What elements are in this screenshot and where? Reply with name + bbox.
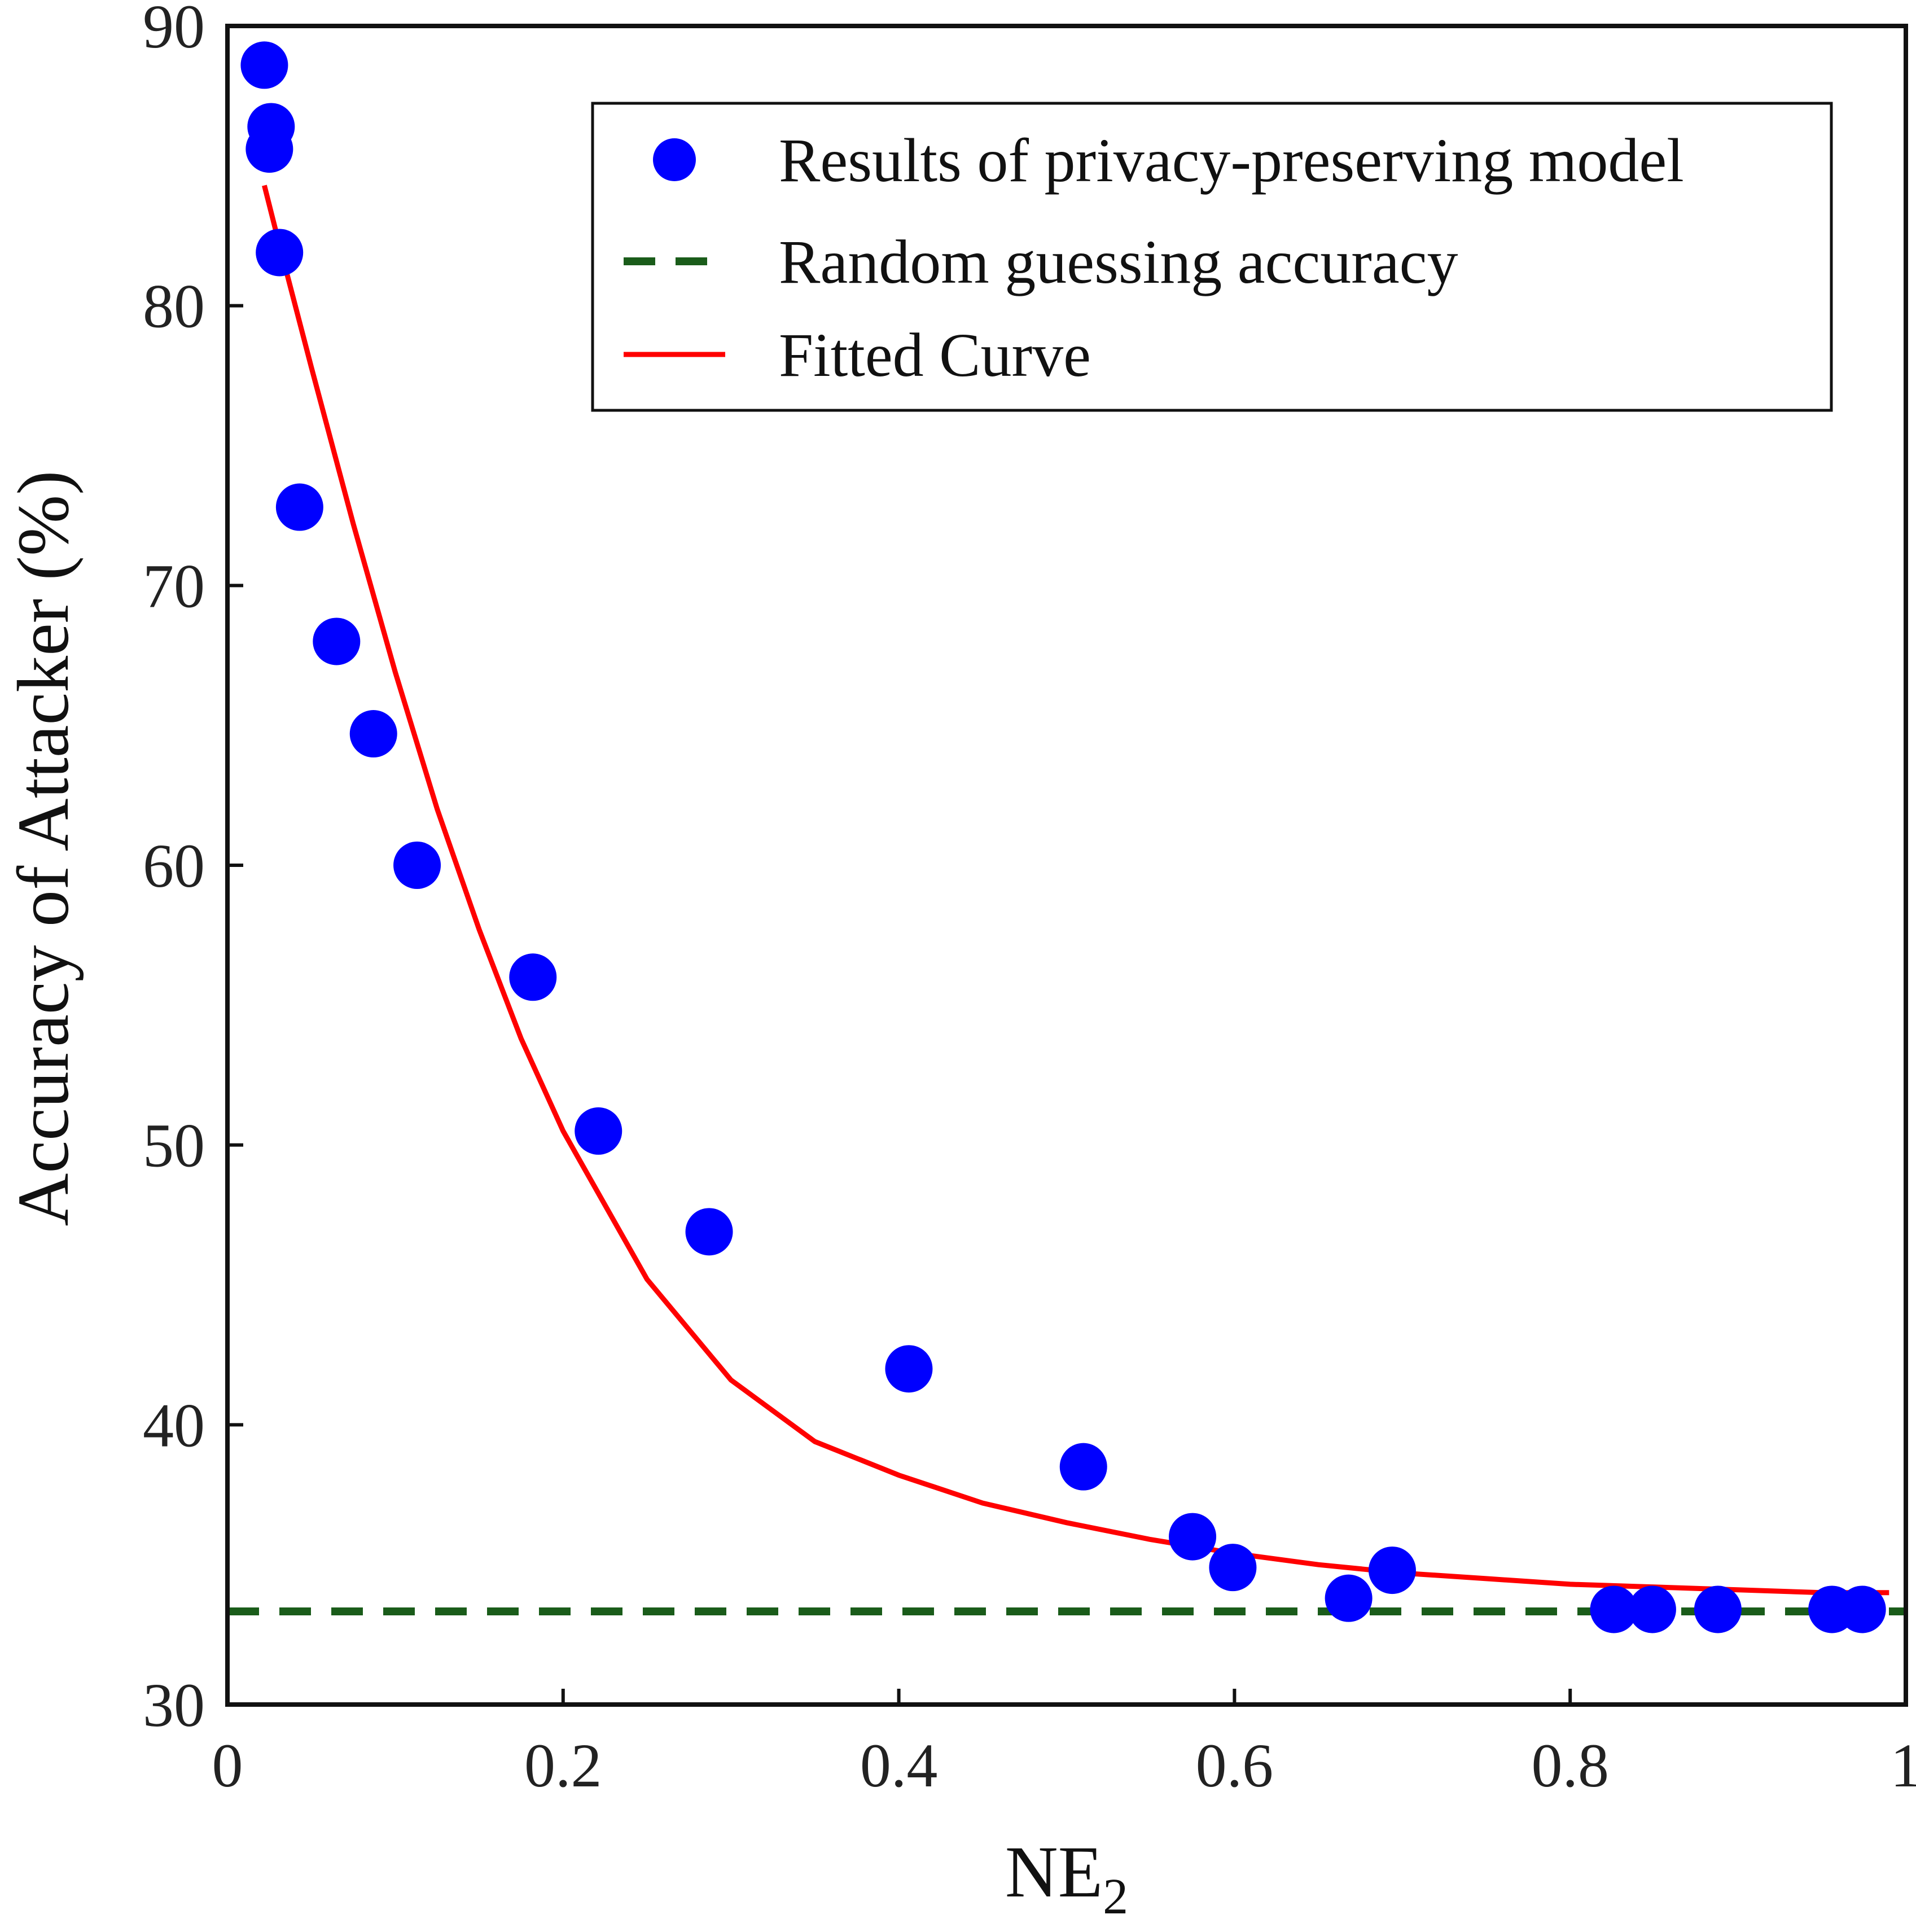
y-tick-label: 40 bbox=[143, 1391, 205, 1460]
x-tick-label: 0 bbox=[212, 1731, 243, 1800]
x-axis-label-subscript: 2 bbox=[1103, 1869, 1128, 1925]
plot-area bbox=[227, 41, 1906, 1633]
x-tick-label: 0.6 bbox=[1196, 1731, 1274, 1800]
scatter-point bbox=[349, 710, 397, 758]
legend-box bbox=[591, 102, 1833, 412]
x-tick-label: 0.2 bbox=[524, 1731, 602, 1800]
scatter-point bbox=[1838, 1585, 1886, 1633]
scatter-point bbox=[1628, 1585, 1676, 1633]
scatter-point bbox=[275, 483, 323, 531]
scatter-point bbox=[1059, 1443, 1107, 1491]
x-tick-label: 0.8 bbox=[1531, 1731, 1609, 1800]
y-tick-label: 80 bbox=[143, 272, 205, 341]
legend-marker-scatter bbox=[653, 138, 696, 181]
scatter-point bbox=[1209, 1544, 1257, 1592]
scatter-point bbox=[509, 953, 557, 1001]
y-tick-label: 90 bbox=[143, 0, 205, 61]
x-axis-label-main: NE bbox=[1005, 1832, 1103, 1913]
x-axis-label: NE2 bbox=[1005, 1832, 1128, 1925]
y-axis-ticks: 30 40 50 60 70 80 90 bbox=[143, 0, 243, 1740]
scatter-point bbox=[256, 229, 304, 277]
scatter-point bbox=[1694, 1585, 1742, 1633]
scatter-point bbox=[393, 842, 441, 889]
scatter-point bbox=[245, 125, 293, 173]
y-tick-label: 50 bbox=[143, 1111, 205, 1180]
scatter-point bbox=[313, 617, 361, 665]
scatter-point bbox=[1169, 1513, 1217, 1561]
scatter-point bbox=[240, 41, 288, 89]
scatter-point bbox=[1325, 1574, 1373, 1622]
legend-entry-scatter: Results of privacy-preserving model bbox=[779, 126, 1684, 195]
legend-entry-hline: Random guessing accuracy bbox=[779, 227, 1458, 296]
y-tick-label: 60 bbox=[143, 831, 205, 900]
scatter-points-layer bbox=[240, 41, 1886, 1633]
x-tick-label: 0.4 bbox=[860, 1731, 938, 1800]
scatter-point bbox=[685, 1208, 733, 1256]
x-axis-ticks: 0 0.2 0.4 0.6 0.8 1 bbox=[212, 1689, 1916, 1800]
scatter-point bbox=[885, 1345, 933, 1393]
y-tick-label: 70 bbox=[143, 551, 205, 620]
y-axis-label: Accuracy of Attacker (%) bbox=[3, 471, 84, 1226]
y-tick-label: 30 bbox=[143, 1671, 205, 1740]
legend: Results of privacy-preserving model Rand… bbox=[591, 102, 1833, 412]
fitted-curve-layer bbox=[262, 185, 1889, 1596]
legend-entry-curve: Fitted Curve bbox=[779, 321, 1091, 389]
scatter-point bbox=[575, 1107, 622, 1155]
scatter-point bbox=[1368, 1547, 1416, 1594]
fitted-curve bbox=[262, 185, 1889, 1596]
scatter-point bbox=[1590, 1585, 1638, 1633]
x-tick-label: 1 bbox=[1891, 1731, 1916, 1800]
